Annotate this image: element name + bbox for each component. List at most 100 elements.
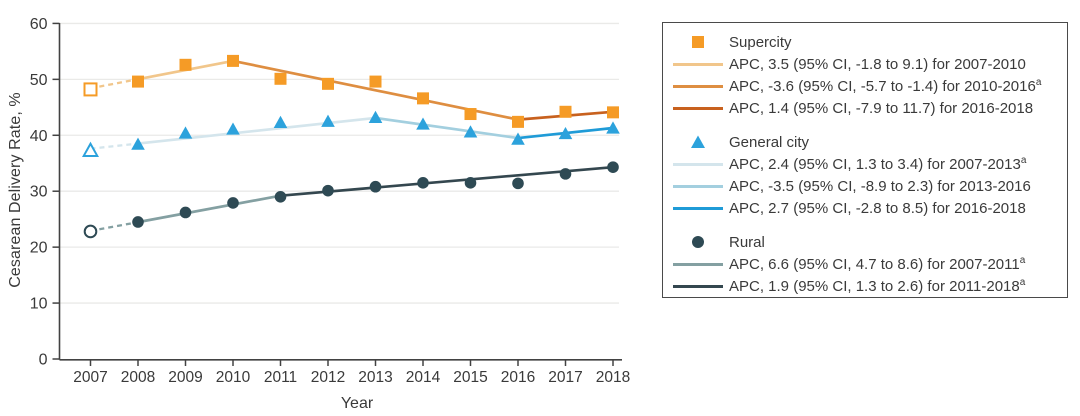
triangle-marker-icon xyxy=(673,134,723,150)
line-chart: 0 10 20 30 40 50 60 2007 2008 2009 2010 2011 2012 201… xyxy=(30,16,631,386)
data-point-triangle xyxy=(558,126,573,140)
data-point-triangle xyxy=(416,117,430,130)
data-point-square xyxy=(559,105,572,118)
data-point-square xyxy=(132,75,144,88)
data-point-triangle xyxy=(81,141,100,157)
legend-apc-row: APC, -3.6 (95% CI, -5.7 to -1.4) for 201… xyxy=(663,75,1067,97)
y-tick-label: 50 xyxy=(30,72,48,89)
x-tick-label: 2015 xyxy=(453,369,487,386)
footnote-marker: a xyxy=(1020,154,1027,166)
data-point-circle xyxy=(369,180,382,193)
y-tick-label: 20 xyxy=(30,240,48,257)
y-tick-label: 60 xyxy=(30,16,48,33)
x-tick-label: 2007 xyxy=(73,369,107,386)
x-tick-label: 2011 xyxy=(264,369,297,386)
trend-line-dashed xyxy=(90,142,139,150)
trend-line-swatch xyxy=(673,106,723,110)
legend-series-header: General city xyxy=(663,131,1067,153)
legend-apc-row: APC, 6.6 (95% CI, 4.7 to 8.6) for 2007-2… xyxy=(663,253,1067,275)
legend-apc-row: APC, 3.5 (95% CI, -1.8 to 9.1) for 2007-… xyxy=(663,53,1067,75)
legend-series-header: Rural xyxy=(663,231,1067,253)
legend-apc-row: APC, 1.4 (95% CI, -7.9 to 11.7) for 2016… xyxy=(663,97,1067,119)
data-point-triangle xyxy=(226,122,240,135)
data-point-square xyxy=(227,54,239,67)
y-axis-title: Cesarean Delivery Rate, % xyxy=(7,92,24,288)
y-tick-label: 30 xyxy=(30,184,48,201)
x-tick-label: 2018 xyxy=(596,369,630,386)
data-point-triangle xyxy=(463,125,478,138)
trend-line-swatch xyxy=(673,284,723,288)
legend-apc-label: APC, 1.9 (95% CI, 1.3 to 2.6) for 2011-2… xyxy=(729,276,1026,295)
trend-line-swatch xyxy=(673,206,723,210)
data-point-square xyxy=(607,106,619,119)
data-point-square xyxy=(274,72,287,85)
data-point-circle xyxy=(83,224,98,239)
trend-line xyxy=(375,116,519,140)
x-tick-label: 2016 xyxy=(501,369,535,386)
data-point-triangle xyxy=(131,137,145,150)
trend-line-swatch xyxy=(673,84,723,88)
data-point-circle xyxy=(132,216,144,228)
legend-apc-label: APC, 2.7 (95% CI, -2.8 to 8.5) for 2016-… xyxy=(729,199,1026,217)
trend-line-swatch xyxy=(673,62,723,66)
x-tick-label: 2017 xyxy=(548,369,582,386)
footnote-marker: a xyxy=(1035,76,1042,88)
data-point-square xyxy=(322,77,334,90)
y-tick-label: 10 xyxy=(30,296,48,313)
x-tick-label: 2013 xyxy=(358,369,392,386)
legend-apc-label: APC, 1.4 (95% CI, -7.9 to 11.7) for 2016… xyxy=(729,99,1034,117)
data-point-circle xyxy=(559,168,572,180)
data-point-square xyxy=(464,108,477,121)
data-point-square xyxy=(83,82,98,97)
x-tick-label: 2012 xyxy=(311,369,345,386)
data-point-square xyxy=(512,115,524,128)
trend-line xyxy=(137,194,281,224)
x-tick-label: 2010 xyxy=(216,369,251,386)
data-point-triangle xyxy=(511,132,525,145)
legend-series-name: Supercity xyxy=(729,33,792,51)
trend-line xyxy=(137,116,376,145)
y-tick-label: 40 xyxy=(30,128,48,145)
data-point-circle xyxy=(274,191,287,203)
circle-marker-icon xyxy=(673,234,723,250)
legend-apc-label: APC, 3.5 (95% CI, -1.8 to 9.1) for 2007-… xyxy=(729,55,1026,73)
legend-series-name: General city xyxy=(729,133,810,151)
data-point-square xyxy=(417,92,429,105)
data-point-circle xyxy=(322,184,334,197)
data-point-circle xyxy=(227,197,239,209)
data-point-circle xyxy=(512,177,524,190)
trend-line-dashed xyxy=(90,220,139,233)
data-point-circle xyxy=(417,177,429,189)
legend-series-name: Rural xyxy=(729,233,765,251)
data-point-triangle xyxy=(368,110,383,123)
x-tick-label: 2008 xyxy=(121,369,155,386)
data-point-triangle xyxy=(178,126,193,139)
trend-line xyxy=(280,165,614,198)
x-tick-label: 2014 xyxy=(406,369,441,386)
data-point-square xyxy=(369,75,382,88)
legend-apc-row: APC, -3.5 (95% CI, -8.9 to 2.3) for 2013… xyxy=(663,175,1067,197)
legend-apc-label: APC, 2.4 (95% CI, 1.3 to 3.4) for 2007-2… xyxy=(729,154,1027,173)
y-tick-label: 0 xyxy=(39,352,48,369)
trend-line-swatch xyxy=(673,184,723,188)
data-point-square xyxy=(179,58,192,71)
footnote-marker: a xyxy=(1019,276,1026,288)
x-tick-label: 2009 xyxy=(168,369,202,386)
footnote-marker: a xyxy=(1019,254,1026,266)
legend-apc-row: APC, 2.7 (95% CI, -2.8 to 8.5) for 2016-… xyxy=(663,197,1067,219)
legend-apc-row: APC, 2.4 (95% CI, 1.3 to 3.4) for 2007-2… xyxy=(663,153,1067,175)
data-point-circle xyxy=(607,161,619,173)
data-point-triangle xyxy=(321,114,335,127)
legend-box: Supercity APC, 3.5 (95% CI, -1.8 to 9.1) … xyxy=(662,22,1068,298)
data-point-triangle xyxy=(273,115,288,128)
trend-line-dashed xyxy=(90,78,139,90)
data-point-circle xyxy=(179,206,192,219)
x-axis-title: Year xyxy=(340,395,374,412)
square-marker-icon xyxy=(673,34,723,50)
legend-series-header: Supercity xyxy=(663,31,1067,53)
data-point-triangle xyxy=(606,121,620,134)
legend-apc-label: APC, -3.5 (95% CI, -8.9 to 2.3) for 2013… xyxy=(729,177,1031,195)
legend-apc-row: APC, 1.9 (95% CI, 1.3 to 2.6) for 2011-2… xyxy=(663,275,1067,297)
legend-apc-label: APC, 6.6 (95% CI, 4.7 to 8.6) for 2007-2… xyxy=(729,254,1026,273)
